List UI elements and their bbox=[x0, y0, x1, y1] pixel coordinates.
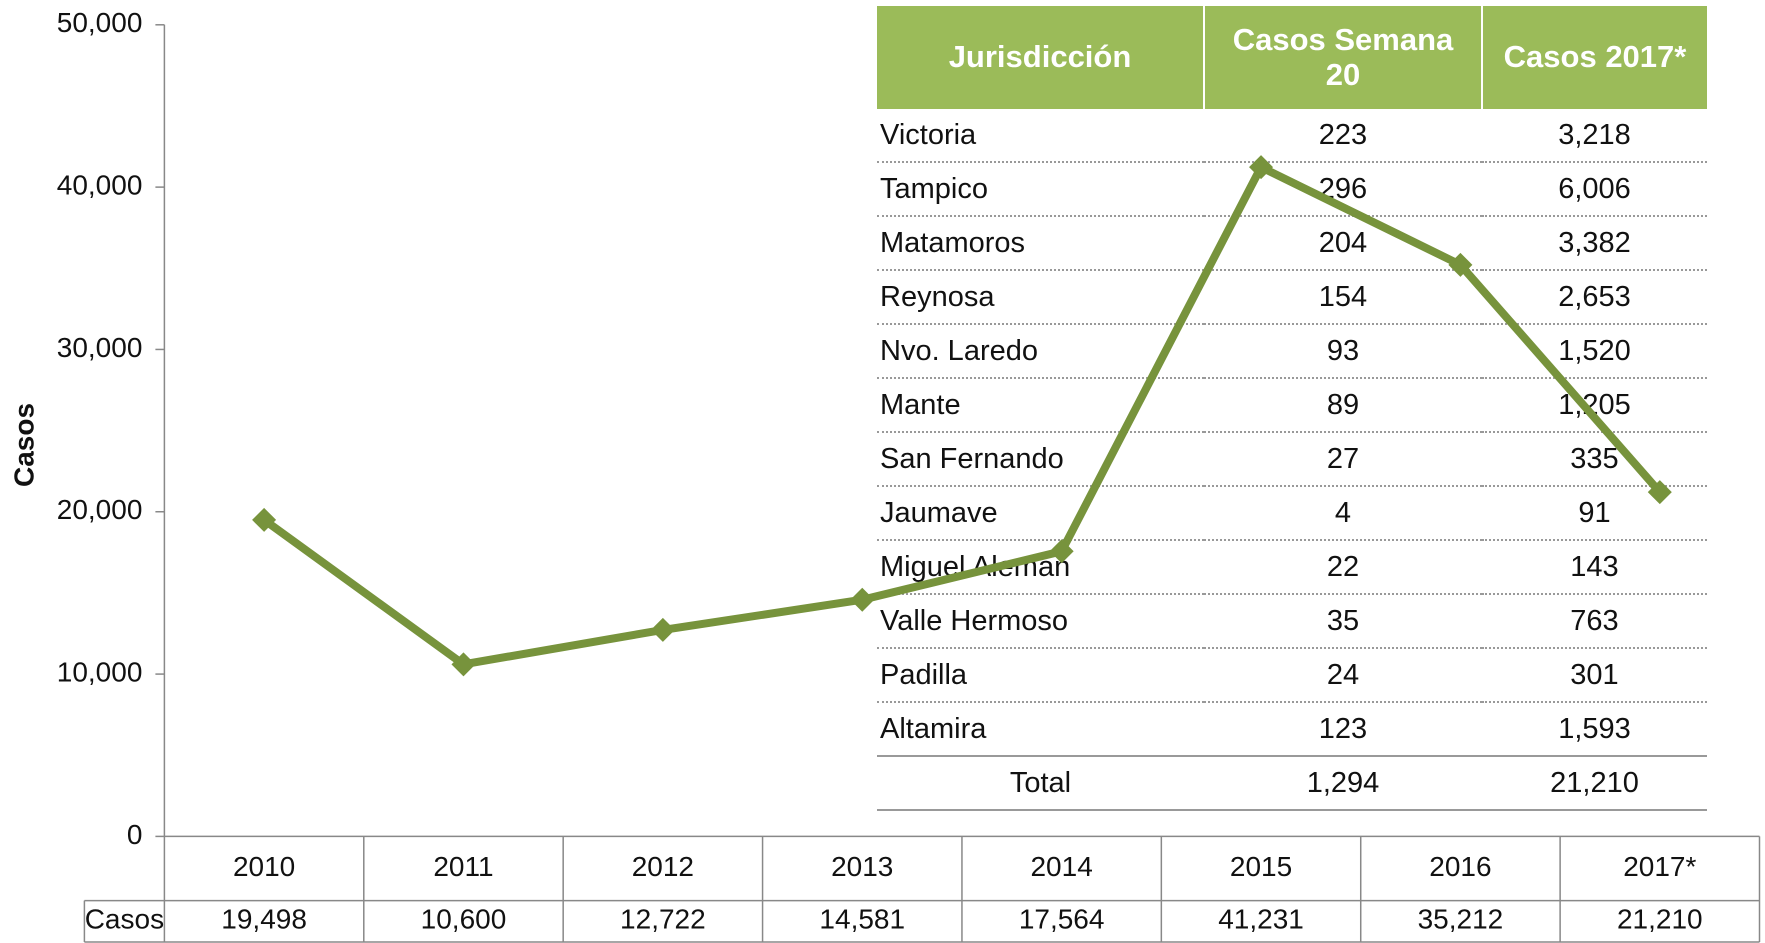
table-row: Altamira 123 1,593 bbox=[877, 702, 1707, 757]
table-cell: 2,653 bbox=[1482, 270, 1707, 325]
jurisdiction-table: Jurisdicción Casos Semana 20 Casos 2017* V… bbox=[877, 6, 1707, 811]
table-row: Matamoros 204 3,382 bbox=[877, 216, 1707, 271]
table-body: Victoria 223 3,218 Tampico 296 6,006 Matamoros… bbox=[877, 109, 1707, 811]
y-axis-title: Casos bbox=[8, 403, 39, 487]
data-table-value: 17,564 bbox=[1019, 904, 1105, 935]
table-cell: Miguel Alemán bbox=[877, 540, 1204, 595]
table-cell: 1,205 bbox=[1482, 378, 1707, 433]
y-tick-label: 30,000 bbox=[57, 332, 143, 363]
table-cell: Matamoros bbox=[877, 216, 1204, 271]
table-cell: San Fernando bbox=[877, 432, 1204, 487]
table-cell: 93 bbox=[1204, 324, 1482, 379]
table-cell: 3,218 bbox=[1482, 109, 1707, 163]
table-cell: Reynosa bbox=[877, 270, 1204, 325]
table-row: Jaumave 4 91 bbox=[877, 486, 1707, 541]
table-cell: 143 bbox=[1482, 540, 1707, 595]
x-tick-label: 2017* bbox=[1623, 851, 1696, 882]
table-cell: 3,382 bbox=[1482, 216, 1707, 271]
table-row: Victoria 223 3,218 bbox=[877, 109, 1707, 163]
x-tick-label: 2011 bbox=[433, 851, 493, 882]
y-tick-label: 10,000 bbox=[57, 656, 143, 687]
table-cell: Valle Hermoso bbox=[877, 594, 1204, 649]
column-header: Jurisdicción bbox=[877, 6, 1204, 109]
table-cell: 35 bbox=[1204, 594, 1482, 649]
table-cell: 22 bbox=[1204, 540, 1482, 595]
x-tick-label: 2015 bbox=[1230, 851, 1292, 882]
table-row: Valle Hermoso 35 763 bbox=[877, 594, 1707, 649]
table-row: Tampico 296 6,006 bbox=[877, 162, 1707, 217]
table-cell: 335 bbox=[1482, 432, 1707, 487]
table-cell: Jaumave bbox=[877, 486, 1204, 541]
table-cell: Tampico bbox=[877, 162, 1204, 217]
table-cell: Victoria bbox=[877, 109, 1204, 163]
table-header: Jurisdicción Casos Semana 20 Casos 2017* bbox=[877, 6, 1707, 109]
table-row: Nvo. Laredo 93 1,520 bbox=[877, 324, 1707, 379]
table-cell: 24 bbox=[1204, 648, 1482, 703]
table-cell: 1,520 bbox=[1482, 324, 1707, 379]
x-tick-label: 2012 bbox=[632, 851, 694, 882]
table-row-label: Casos bbox=[85, 904, 164, 935]
column-header: Casos Semana 20 bbox=[1203, 6, 1482, 109]
table-cell: 223 bbox=[1204, 109, 1482, 163]
table-cell: 763 bbox=[1482, 594, 1707, 649]
table-cell: 296 bbox=[1204, 162, 1482, 217]
table-cell: 154 bbox=[1204, 270, 1482, 325]
x-tick-label: 2010 bbox=[233, 851, 295, 882]
column-header: Casos 2017* bbox=[1481, 6, 1707, 109]
table-cell: 6,006 bbox=[1482, 162, 1707, 217]
y-tick-label: 20,000 bbox=[57, 494, 143, 525]
table-cell: 91 bbox=[1482, 486, 1707, 541]
data-table-value: 12,722 bbox=[620, 904, 706, 935]
data-table-value: 21,210 bbox=[1617, 904, 1703, 935]
table-cell: 301 bbox=[1482, 648, 1707, 703]
total-cell: Total bbox=[877, 755, 1204, 811]
table-row: Mante 89 1,205 bbox=[877, 378, 1707, 433]
data-table-value: 35,212 bbox=[1418, 904, 1504, 935]
y-tick-label: 40,000 bbox=[57, 170, 143, 201]
data-table-value: 19,498 bbox=[221, 904, 307, 935]
table-cell: 1,593 bbox=[1482, 702, 1707, 757]
y-tick-label: 0 bbox=[127, 819, 143, 850]
table-row: Miguel Alemán 22 143 bbox=[877, 540, 1707, 595]
x-tick-label: 2013 bbox=[831, 851, 893, 882]
table-cell: 4 bbox=[1204, 486, 1482, 541]
total-row: Total 1,294 21,210 bbox=[877, 755, 1707, 811]
data-table-value: 41,231 bbox=[1218, 904, 1304, 935]
table-cell: 123 bbox=[1204, 702, 1482, 757]
table-row: Reynosa 154 2,653 bbox=[877, 270, 1707, 325]
x-tick-label: 2014 bbox=[1030, 851, 1092, 882]
y-tick-label: 50,000 bbox=[57, 7, 143, 38]
table-row: Padilla 24 301 bbox=[877, 648, 1707, 703]
table-cell: 89 bbox=[1204, 378, 1482, 433]
total-cell: 21,210 bbox=[1482, 755, 1707, 811]
x-tick-label: 2016 bbox=[1429, 851, 1491, 882]
table-row: San Fernando 27 335 bbox=[877, 432, 1707, 487]
table-cell: Mante bbox=[877, 378, 1204, 433]
data-table-value: 10,600 bbox=[421, 904, 507, 935]
data-table-value: 14,581 bbox=[819, 904, 905, 935]
table-cell: 204 bbox=[1204, 216, 1482, 271]
total-cell: 1,294 bbox=[1204, 755, 1482, 811]
table-cell: Nvo. Laredo bbox=[877, 324, 1204, 379]
table-cell: 27 bbox=[1204, 432, 1482, 487]
table-cell: Altamira bbox=[877, 702, 1204, 757]
table-cell: Padilla bbox=[877, 648, 1204, 703]
